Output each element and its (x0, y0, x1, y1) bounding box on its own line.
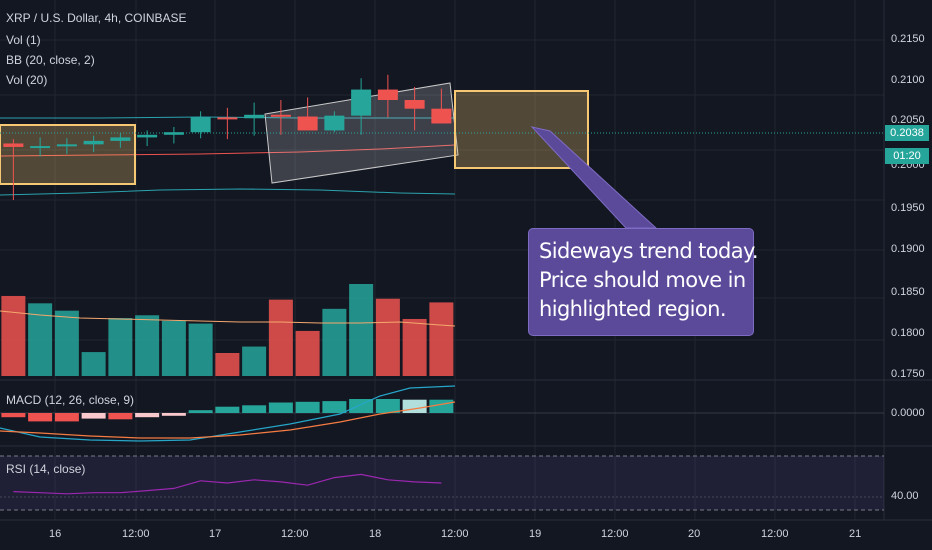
callout-line: highlighted region. (539, 297, 727, 321)
price-tick: 0.1850 (891, 286, 925, 298)
price-tick: 0.1750 (891, 368, 925, 380)
macd-line (0, 385, 456, 442)
current-price-tag: 0.2038 (885, 125, 929, 141)
rsi-line (13, 473, 442, 495)
macd-hist-bar (1, 413, 26, 418)
rsi-axis-tick: 40.00 (891, 490, 919, 502)
volume-bar (215, 353, 240, 376)
volume-bar (429, 302, 454, 376)
volume-bar (81, 352, 106, 376)
time-tick: 12:00 (122, 528, 150, 540)
bar-countdown-tag: 01:20 (885, 148, 929, 164)
macd-hist-bar (242, 405, 267, 413)
volume-bar (322, 308, 347, 376)
time-tick: 20 (688, 528, 701, 540)
candle-body (404, 100, 425, 109)
candle-body (137, 134, 158, 138)
price-tick: 0.1950 (891, 202, 925, 214)
candle-body (83, 140, 104, 145)
macd-histogram (1, 399, 454, 422)
volume-bar (349, 284, 374, 376)
macd-signal-line (0, 401, 456, 439)
time-tick: 12:00 (761, 528, 789, 540)
macd-hist-bar (28, 413, 53, 422)
time-tick: 12:00 (441, 528, 469, 540)
callout-line: Sideways trend today. (539, 239, 759, 263)
candle-body (56, 144, 77, 147)
macd-hist-bar (215, 406, 240, 413)
macd-hist-bar (54, 413, 79, 422)
volume-bar (161, 320, 186, 376)
macd-axis-tick: 0.0000 (891, 407, 925, 419)
candle-body (351, 89, 372, 116)
candle-body (270, 114, 291, 117)
volume-bar (108, 318, 133, 376)
candle-body (377, 89, 398, 100)
volume-bar (135, 315, 160, 376)
indicator-vol-20[interactable]: Vol (20) (6, 73, 48, 87)
macd-hist-bar (188, 410, 213, 413)
candle-body (297, 116, 318, 131)
bb-lower (0, 188, 456, 196)
price-tick: 0.2100 (891, 74, 925, 86)
macd-hist-bar (161, 413, 186, 416)
volume-bar (295, 330, 320, 376)
candle-body (30, 146, 51, 149)
bb-basis (0, 144, 456, 157)
macd-hist-bar (135, 413, 160, 418)
time-tick: 19 (529, 528, 542, 540)
volume-bar (268, 299, 293, 376)
candle-body (324, 115, 345, 131)
volume-bar (1, 295, 26, 376)
candle-body (217, 117, 238, 120)
time-tick: 12:00 (601, 528, 629, 540)
indicator-vol-1[interactable]: Vol (1) (6, 33, 41, 47)
time-tick: 12:00 (281, 528, 309, 540)
candle-body (190, 117, 211, 133)
callout-line: Price should move in (539, 268, 746, 292)
time-tick: 18 (369, 528, 382, 540)
price-tick: 0.1900 (891, 243, 925, 255)
macd-hist-bar (402, 399, 427, 413)
price-tick: 0.1800 (891, 327, 925, 339)
volume-bar (188, 323, 213, 376)
macd-hist-bar (108, 413, 133, 420)
macd-label[interactable]: MACD (12, 26, close, 9) (6, 393, 135, 407)
candle-body (110, 137, 131, 141)
candle-body (431, 108, 452, 124)
macd-hist-bar (322, 401, 347, 413)
rsi-label[interactable]: RSI (14, close) (6, 462, 86, 476)
volume-bar (54, 310, 79, 376)
macd-hist-bar (295, 401, 320, 413)
callout-pointer (530, 126, 658, 229)
price-tick: 0.2050 (891, 114, 925, 126)
price-tick: 0.2150 (891, 33, 925, 45)
rsi-band (0, 456, 884, 510)
volume-bar (242, 346, 267, 376)
macd-hist-bar (349, 399, 374, 413)
candle-body (244, 114, 265, 119)
annotation-callout[interactable]: Sideways trend today. Price should move … (528, 228, 759, 336)
candle-body (163, 132, 184, 135)
chart-title[interactable]: XRP / U.S. Dollar, 4h, COINBASE (6, 11, 187, 25)
macd-hist-bar (375, 399, 400, 413)
macd-hist-bar (268, 402, 293, 413)
volume-bar (402, 318, 427, 376)
time-tick: 17 (209, 528, 222, 540)
candlesticks (3, 74, 452, 200)
candle-body (3, 143, 24, 147)
indicator-bb[interactable]: BB (20, close, 2) (6, 53, 95, 67)
volume-ma-line (0, 310, 456, 327)
time-tick: 16 (49, 528, 62, 540)
highlight-zone-left (0, 124, 136, 185)
time-tick: 21 (849, 528, 862, 540)
volume-bar (375, 298, 400, 376)
macd-hist-bar (81, 413, 106, 419)
